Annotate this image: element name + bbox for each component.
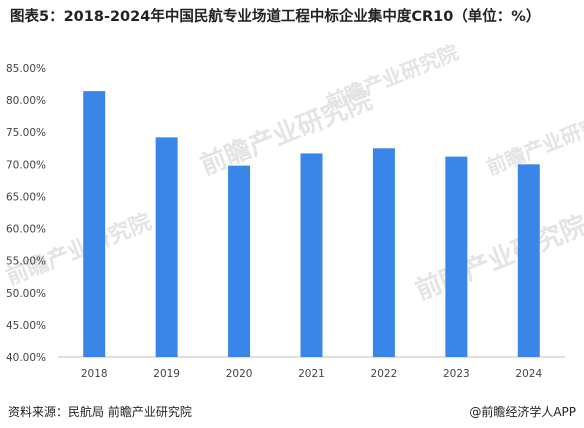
- bar-2021: [300, 153, 323, 357]
- y-tick-label: 70.00%: [6, 159, 46, 171]
- watermark-text: 前瞻产业研究院: [323, 40, 462, 115]
- y-tick-label: 45.00%: [6, 320, 46, 332]
- y-tick-label: 60.00%: [6, 224, 46, 236]
- x-tick-label: 2022: [371, 368, 398, 380]
- chart-title: 图表5：2018-2024年中国民航专业场道工程中标企业集中度CR10（单位：%…: [10, 9, 541, 25]
- x-tick-label: 2023: [443, 368, 470, 380]
- y-tick-label: 80.00%: [6, 95, 46, 107]
- y-axis: 40.00% 45.00% 50.00% 55.00% 60.00% 65.00% 70.0…: [6, 63, 46, 364]
- y-tick-label: 50.00%: [6, 288, 46, 300]
- y-tick-label: 40.00%: [6, 352, 46, 364]
- credit-note: @前瞻经济学人APP: [469, 405, 576, 419]
- source-note: 资料来源：民航局 前瞻产业研究院: [8, 405, 192, 419]
- bar-2024: [517, 164, 540, 357]
- bar-2018: [83, 91, 106, 358]
- x-tick-label: 2020: [226, 368, 253, 380]
- x-tick-label: 2019: [153, 368, 180, 380]
- watermark-text: 前瞻产业研究院: [3, 209, 156, 291]
- y-tick-label: 65.00%: [6, 191, 46, 203]
- x-tick-label: 2024: [515, 368, 542, 380]
- watermark-text: 前瞻产业研究院: [411, 210, 584, 307]
- bar-2023: [445, 156, 468, 357]
- bars-group: [83, 91, 540, 358]
- x-tick-label: 2018: [81, 368, 108, 380]
- bar-2019: [155, 137, 178, 357]
- x-tick-label: 2021: [298, 368, 325, 380]
- bar-2020: [228, 165, 251, 357]
- bar-2022: [372, 148, 395, 357]
- y-tick-label: 75.00%: [6, 127, 46, 139]
- y-tick-label: 55.00%: [6, 256, 46, 268]
- x-axis: 2018 2019 2020 2021 2022 2023 2024: [81, 368, 543, 380]
- y-tick-label: 85.00%: [6, 63, 46, 75]
